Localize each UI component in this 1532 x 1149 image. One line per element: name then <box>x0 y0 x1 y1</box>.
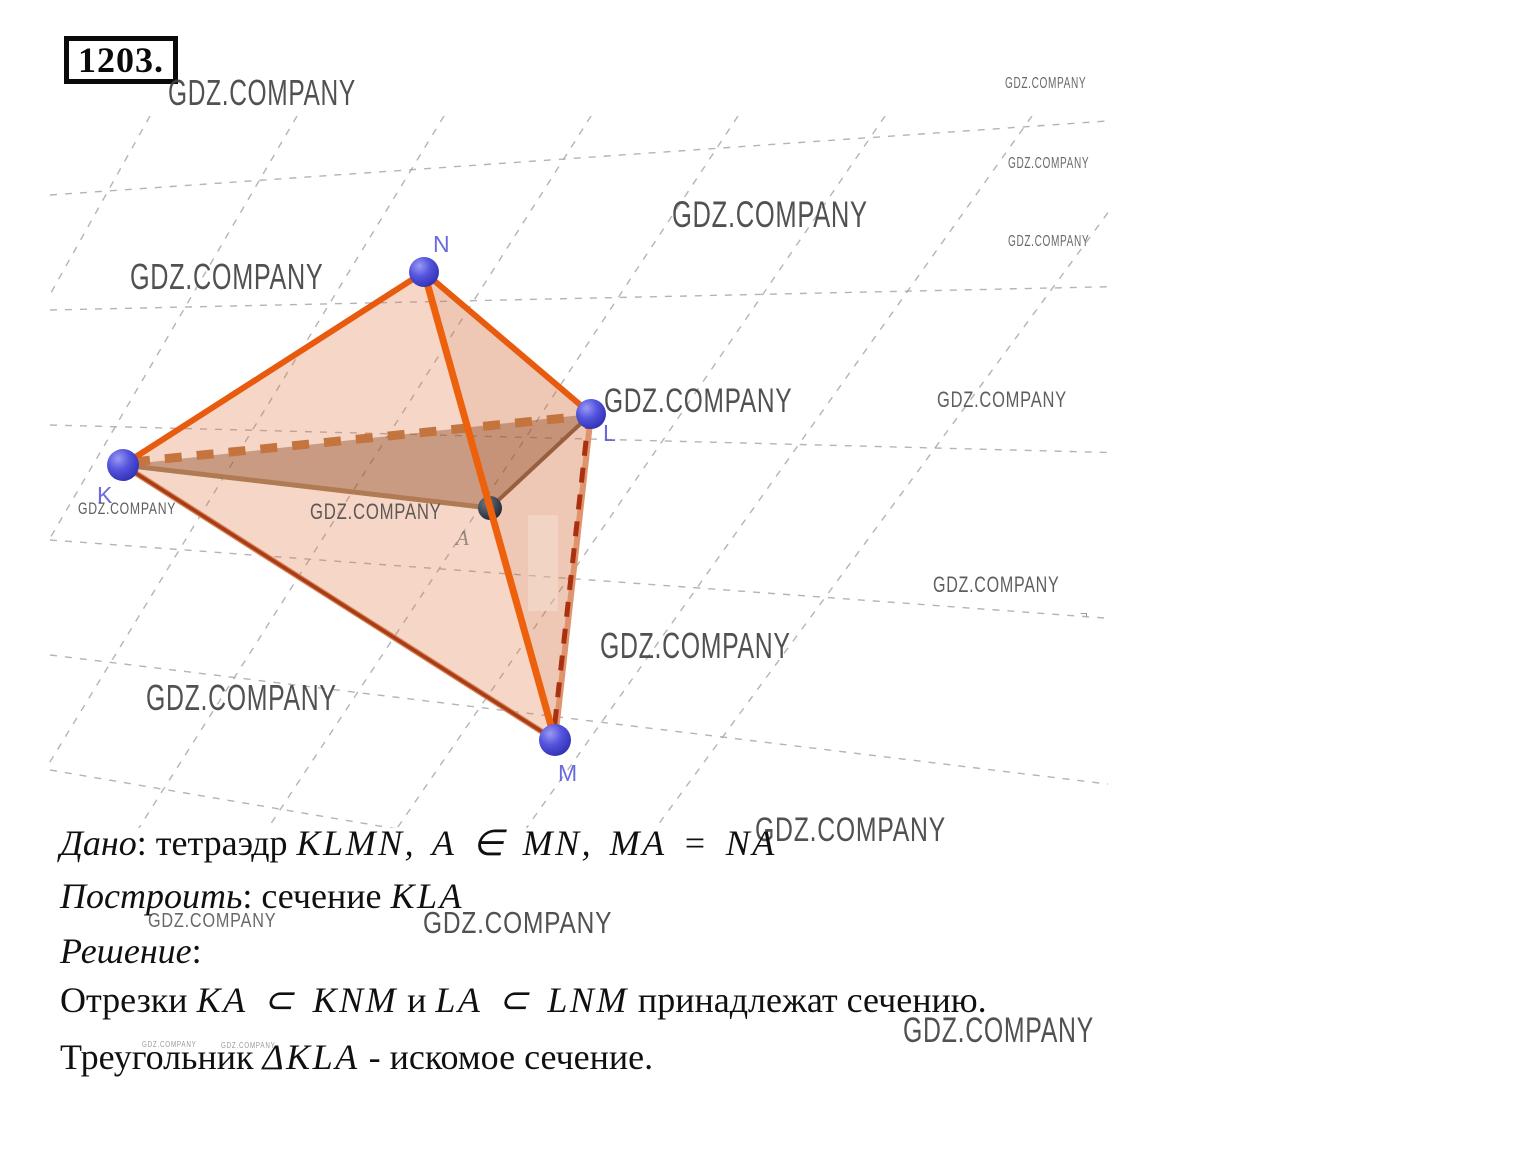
tetra-silhouette-face <box>123 272 591 740</box>
watermark: GDZ.COMPANY <box>146 677 337 718</box>
solution-text-segment: Дано <box>60 823 137 863</box>
watermark: GDZ.COMPANY <box>168 72 356 113</box>
solution-line-construct: Построить: сечение KLA <box>60 876 464 917</box>
solution-text-segment: Построить <box>60 876 243 916</box>
watermark: GDZ.COMPANY <box>755 811 946 849</box>
watermark: GDZ.COMPANY <box>221 1041 276 1050</box>
edge-kl-dashed <box>132 411 586 467</box>
solution-line-solution: Решение: <box>60 931 202 972</box>
grid-line <box>48 116 298 544</box>
tetrahedron: N K L M A <box>97 231 616 786</box>
watermark: GDZ.COMPANY <box>78 499 177 518</box>
solution-text-segment: KLMN, A ∈ MN, MA = NA <box>296 823 777 863</box>
solution-line-step1: Отрезки KA ⊂ KNM и LA ⊂ LNM принадлежат … <box>60 980 987 1021</box>
watermark: GDZ.COMPANY <box>423 905 613 940</box>
grid-line <box>138 116 592 828</box>
grid-line <box>49 539 1109 619</box>
solution-text-segment: LA ⊂ LNM <box>435 980 629 1020</box>
label-n: N <box>433 231 450 257</box>
watermark: GDZ.COMPANY <box>604 382 793 420</box>
watermark: GDZ.COMPANY <box>933 572 1060 597</box>
solution-text-segment: принадлежат сечению. <box>628 980 987 1020</box>
ghost-label-patch <box>528 515 558 611</box>
solution-text-segment: Треугольник <box>60 1037 263 1077</box>
watermark: GDZ.COMPANY <box>1008 155 1090 172</box>
point-k <box>107 449 139 481</box>
face-lnm <box>424 272 591 740</box>
grid-line <box>655 208 1110 828</box>
solution-text-segment: KA ⊂ KNM <box>196 980 399 1020</box>
grid-lines <box>48 116 1110 828</box>
grid-line <box>49 654 1109 785</box>
grid-line <box>267 116 739 828</box>
label-a: A <box>454 526 469 550</box>
segment-la <box>488 412 593 510</box>
solution-text-segment: : сечение <box>242 876 391 916</box>
solution-text-segment: - искомое сечение. <box>359 1037 654 1077</box>
grid-line <box>49 424 1109 454</box>
solution-line-given: Дано: тетраэдр KLMN, A ∈ MN, MA = NA <box>60 823 777 864</box>
solution-text-segment: : тетраэдр <box>136 823 297 863</box>
edge-nl <box>422 269 593 417</box>
label-m: M <box>558 760 577 786</box>
edge-kn <box>121 269 426 468</box>
watermark: GDZ.COMPANY <box>903 1011 1094 1050</box>
problem-number: 1203. <box>78 40 164 80</box>
watermark: GDZ.COMPANY <box>1008 233 1090 250</box>
solution-text-segment: Решение <box>60 931 192 971</box>
solution-text-segment: Отрезки <box>60 980 197 1020</box>
grid-line <box>48 116 445 767</box>
watermark: GDZ.COMPANY <box>310 499 442 524</box>
problem-number-box: 1203. <box>64 36 178 84</box>
grid-line <box>48 116 151 300</box>
watermark: GDZ.COMPANY <box>148 910 277 932</box>
watermark: GDZ.COMPANY <box>937 387 1067 412</box>
label-l: L <box>603 420 616 446</box>
segment-ka <box>122 462 491 511</box>
point-l <box>576 399 606 429</box>
watermark: GDZ.COMPANY <box>130 256 324 297</box>
watermark: GDZ.COMPANY <box>1005 75 1087 92</box>
watermark: GDZ.COMPANY <box>600 625 791 666</box>
edge-nm <box>420 271 559 741</box>
label-k: K <box>97 482 113 508</box>
solution-text-segment: ΔKLA <box>262 1037 360 1077</box>
grid-line <box>49 286 1109 311</box>
solution-text-segment: : <box>191 931 202 971</box>
grid-line <box>525 116 1033 828</box>
solution-text-segment: и <box>398 980 436 1020</box>
edge-km <box>122 463 556 742</box>
solution-line-step2: Треугольник ΔKLA - искомое сечение. <box>60 1037 654 1078</box>
section-triangle-kla <box>123 414 591 508</box>
point-m <box>539 724 571 756</box>
watermark: GDZ.COMPANY <box>142 1040 197 1049</box>
point-n <box>409 257 439 287</box>
watermark: GDZ.COMPANY <box>672 194 868 235</box>
edge-lm-dashed <box>550 413 592 741</box>
stray-mark: ¬ <box>1080 606 1088 621</box>
solution-text-segment: KLA <box>390 876 464 916</box>
grid-line <box>49 120 1109 196</box>
